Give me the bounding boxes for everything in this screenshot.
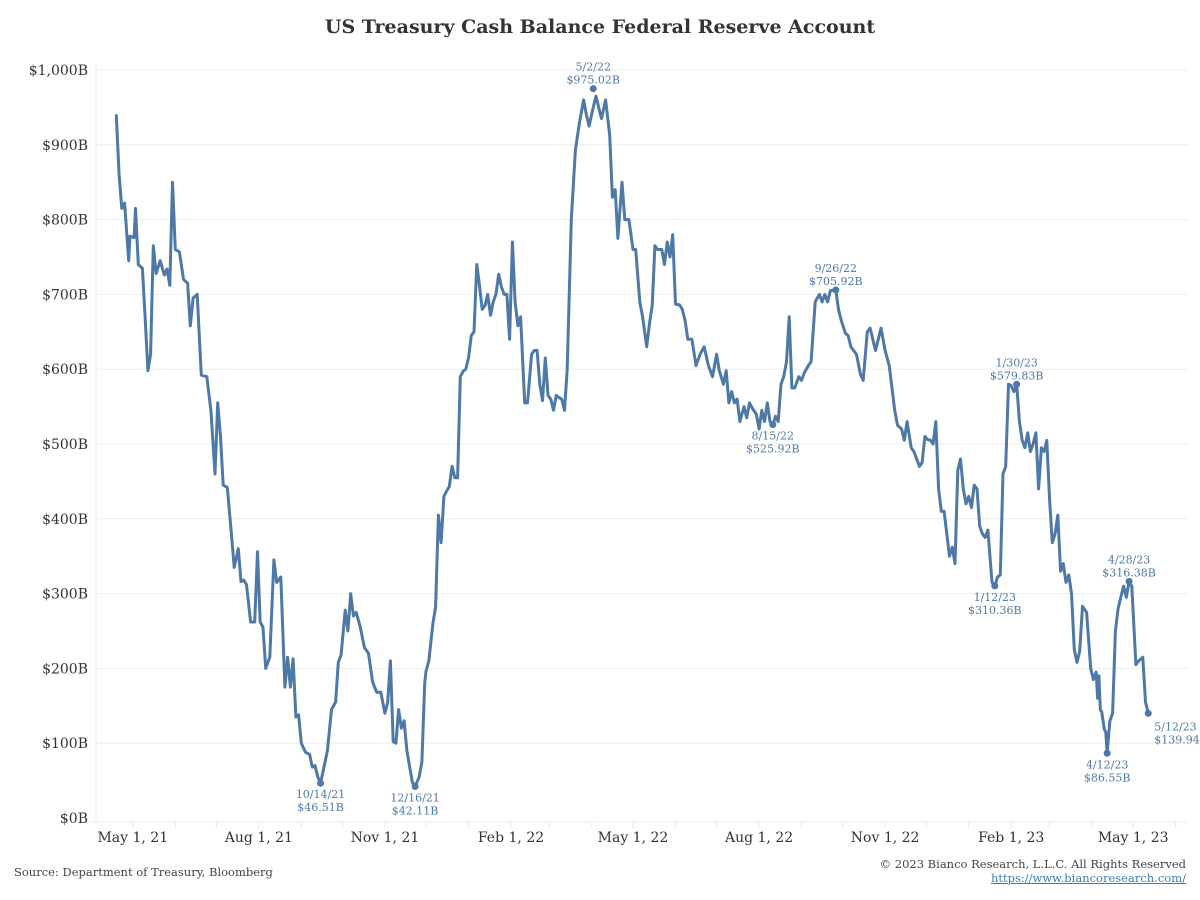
- annotation-date: 9/26/22: [815, 262, 857, 275]
- annotation-marker: [769, 421, 777, 429]
- annotation-date: 5/2/22: [576, 61, 611, 74]
- x-tick-label: May 1, 23: [1098, 830, 1169, 846]
- annotation-marker: [991, 582, 999, 590]
- annotation-value: $975.02B: [566, 74, 620, 87]
- annotation-date: 1/12/23: [974, 591, 1016, 604]
- annotations-layer: 10/14/21$46.51B 12/16/21$42.11B 5/2/22$975…: [296, 61, 1200, 818]
- gridlines: [84, 64, 1188, 823]
- x-tick-label: May 1, 22: [598, 830, 669, 846]
- y-tick-label: $0B: [60, 811, 88, 827]
- y-tick-label: $500B: [42, 437, 88, 453]
- y-tick-label: $900B: [42, 138, 88, 154]
- y-tick-label: $600B: [42, 362, 88, 378]
- x-tick-label: Feb 1, 22: [478, 830, 544, 846]
- copyright-block: © 2023 Bianco Research, L.L.C. All Right…: [880, 857, 1186, 885]
- annotation-value: $705.92B: [809, 275, 863, 288]
- annotation-marker: [317, 779, 325, 787]
- annotation-marker: [411, 783, 419, 791]
- annotation-marker: [832, 286, 840, 294]
- annotation-date: 4/12/23: [1086, 758, 1128, 771]
- y-tick-label: $300B: [42, 587, 88, 603]
- annotation-date: 8/15/22: [752, 430, 794, 443]
- x-tick-label: Nov 1, 22: [851, 830, 920, 846]
- y-tick-label: $700B: [42, 287, 88, 303]
- annotation-value: $139.94B: [1154, 733, 1200, 746]
- annotation-date: 4/28/23: [1108, 553, 1150, 566]
- y-axis: $0B $100B $200B $300B $400B $500B $600B $700B $8…: [29, 63, 88, 827]
- x-tick-label: Nov 1, 21: [351, 830, 420, 846]
- annotation-marker: [589, 85, 597, 93]
- annotation-date: 1/30/23: [995, 356, 1037, 369]
- y-tick-label: $800B: [42, 213, 88, 229]
- annotation-value: $42.11B: [392, 805, 439, 818]
- x-axis: May 1, 21 Aug 1, 21 Nov 1, 21 Feb 1, 22 May …: [97, 822, 1177, 846]
- copyright-text: © 2023 Bianco Research, L.L.C. All Right…: [879, 857, 1186, 871]
- chart-title: US Treasury Cash Balance Federal Reserve…: [324, 16, 876, 38]
- annotation-value: $525.92B: [746, 443, 800, 456]
- website-link[interactable]: https://www.biancoresearch.com/: [990, 871, 1186, 885]
- annotation-marker: [1013, 380, 1021, 388]
- annotation-marker: [1125, 577, 1133, 585]
- y-tick-label: $200B: [42, 661, 88, 677]
- series-line: [114, 94, 1150, 789]
- y-tick-label: $100B: [42, 736, 88, 752]
- source-note: Source: Department of Treasury, Bloomber…: [14, 865, 273, 879]
- y-tick-label: $400B: [42, 512, 88, 528]
- annotation-date: 12/16/21: [390, 792, 439, 805]
- annotation-marker: [1144, 709, 1152, 717]
- x-tick-label: May 1, 21: [97, 830, 168, 846]
- annotation-value: $310.36B: [968, 604, 1022, 617]
- annotation-date: 10/14/21: [296, 788, 345, 801]
- x-tick-label: Feb 1, 23: [978, 830, 1044, 846]
- y-tick-label: $1,000B: [29, 63, 88, 79]
- annotation-value: $316.38B: [1102, 566, 1156, 579]
- annotation-value: $579.83B: [990, 369, 1044, 382]
- series-layer: [114, 94, 1150, 789]
- annotation-date: 5/12/23: [1154, 720, 1196, 733]
- x-tick-label: Aug 1, 22: [724, 830, 793, 846]
- annotation-value: $46.51B: [297, 801, 344, 814]
- x-tick-label: Aug 1, 21: [224, 830, 293, 846]
- annotation-marker: [1103, 749, 1111, 757]
- annotation-value: $86.55B: [1084, 771, 1131, 784]
